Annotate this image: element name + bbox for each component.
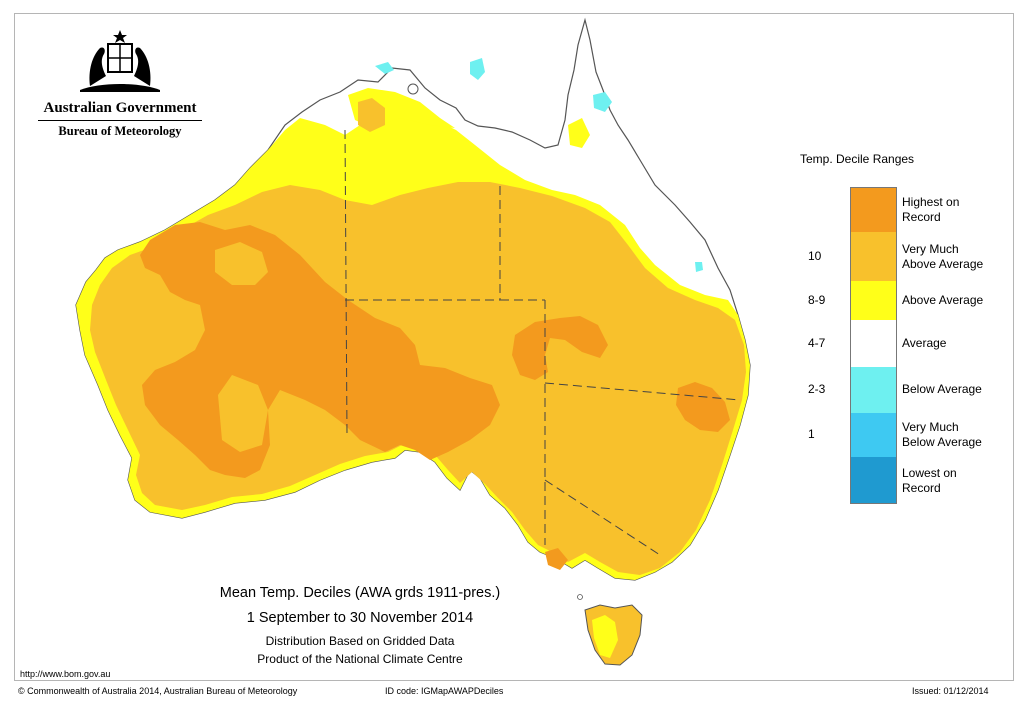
record-high-qld — [512, 316, 608, 380]
state-borders — [344, 129, 741, 556]
legend-label-line: Very Much — [902, 420, 959, 434]
legend-label-line: Very Much — [902, 241, 959, 256]
legend-decile-range: 1 — [808, 427, 815, 441]
average-hole-central — [218, 375, 268, 452]
legend-decile-range: 2-3 — [808, 382, 826, 396]
legend-swatch — [850, 457, 897, 504]
copyright-text: © Commonwealth of Australia 2014, Austra… — [18, 686, 298, 696]
legend-label: Average — [902, 336, 1012, 351]
legend-swatch — [850, 367, 897, 413]
below-average-kimberley — [375, 62, 394, 74]
record-high-vic — [545, 548, 568, 570]
legend-label-line: Above Average — [902, 292, 984, 307]
legend-swatch — [850, 281, 897, 320]
bureau-name: Bureau of Meteorology — [58, 124, 182, 138]
legend-label-line: Average — [902, 335, 947, 350]
tasmania-above-average — [592, 615, 618, 658]
bom-url-link[interactable]: http://www.bom.gov.au — [20, 669, 111, 679]
legend-swatch — [850, 413, 897, 457]
issued-date-text: Issued: 01/12/2014 — [912, 686, 989, 696]
legend-swatch — [850, 320, 897, 367]
map-subtitle: Distribution Based on Gridded Data — [265, 634, 455, 648]
legend-label-line: Highest on — [902, 194, 960, 209]
legend-label-line: Lowest on — [902, 465, 957, 480]
map-producer: Product of the National Climate Centre — [257, 652, 463, 666]
government-name: Australian Government — [43, 100, 197, 116]
legend-label-line: Record — [902, 480, 941, 495]
coat-of-arms-icon — [80, 30, 160, 92]
government-logo: Australian Government Bureau of Meteorol… — [30, 26, 210, 139]
legend-label: Below Average — [902, 382, 1012, 397]
map-title: Mean Temp. Deciles (AWA grds 1911-pres.) — [219, 585, 501, 601]
legend-title: Temp. Decile Ranges — [800, 152, 915, 166]
below-average-cape — [593, 92, 612, 112]
below-average-arnhem — [470, 58, 485, 80]
legend-label-line: Below Average — [902, 382, 982, 396]
legend-label-line: Record — [902, 209, 941, 224]
legend-label-line: Above Average — [902, 256, 984, 271]
legend-label: Highest on Record — [902, 195, 1012, 225]
legend-label: Lowest on Record — [902, 466, 1012, 496]
legend-decile-range: 4-7 — [808, 335, 826, 350]
island — [577, 594, 583, 600]
legend-decile-range: 10 — [808, 248, 822, 263]
legend-label: Above Average — [902, 293, 1012, 308]
record-high-nsw — [676, 382, 730, 432]
map-period: 1 September to 30 November 2014 — [246, 610, 474, 626]
map-frame — [14, 13, 1014, 681]
legend-label-line: Below Average — [902, 435, 982, 449]
legend-swatch — [850, 232, 897, 281]
legend-label: Very Much Above Average — [902, 242, 1012, 272]
average-hole-west — [215, 242, 268, 285]
island — [407, 83, 419, 95]
legend-label: Very Much Below Average — [902, 420, 1012, 450]
legend-swatch — [850, 187, 897, 232]
below-average-east — [695, 262, 703, 272]
logo-divider — [38, 120, 202, 121]
legend-decile-range: 8-9 — [808, 292, 826, 307]
above-average-cape-patch — [568, 118, 590, 148]
id-code-text: ID code: IGMapAWAPDeciles — [385, 686, 504, 696]
record-high-nt — [358, 98, 385, 132]
